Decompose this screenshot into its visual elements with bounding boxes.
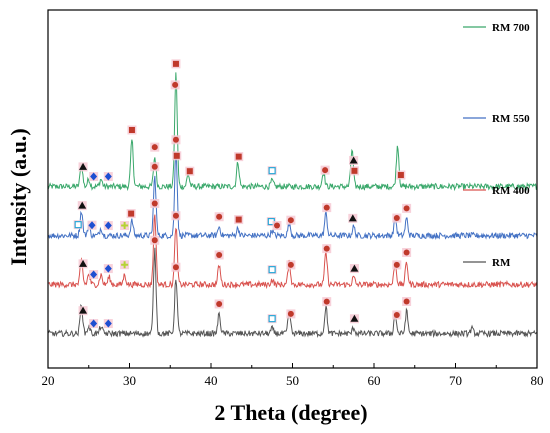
legend-item-rm-400: RM 400: [463, 185, 530, 197]
peak-marker-circle: [171, 135, 181, 145]
peak-marker-circle: [320, 165, 330, 175]
peak-marker-square: [349, 166, 359, 176]
legend-label: RM 700: [492, 22, 530, 34]
peak-marker-triangle: [348, 213, 358, 223]
peak-marker-circle: [214, 212, 224, 222]
x-tick-label: 60: [368, 373, 381, 388]
peak-marker-diamond: [87, 220, 97, 230]
peak-marker-square: [127, 125, 137, 135]
peak-marker-triangle: [78, 259, 88, 269]
peak-marker-circle: [392, 310, 402, 320]
peak-marker-circle: [170, 80, 180, 90]
peak-marker-square: [171, 59, 181, 69]
x-axis-title: 2 Theta (degree): [214, 400, 367, 425]
series-layer: [47, 72, 538, 339]
x-tick-label: 50: [286, 373, 299, 388]
peak-marker-diamond: [103, 221, 113, 231]
peak-marker-square: [126, 209, 136, 219]
peak-marker-diamond: [89, 270, 99, 280]
peak-marker-square: [185, 166, 195, 176]
legend: RM 700 RM 550 RM 400 RM: [463, 22, 530, 269]
peak-marker-diamond: [103, 264, 113, 274]
peak-marker-diamond: [89, 172, 99, 182]
peak-marker-open-square: [267, 265, 277, 275]
peak-marker-circle: [150, 162, 160, 172]
peak-marker-open-square: [267, 166, 277, 176]
peak-marker-square: [172, 151, 182, 161]
peak-marker-circle: [214, 299, 224, 309]
peak-marker-circle: [402, 203, 412, 213]
peak-marker-circle: [322, 203, 332, 213]
legend-label: RM 400: [492, 185, 530, 197]
peak-marker-circle: [392, 213, 402, 223]
peak-marker-circle: [402, 248, 412, 257]
peak-marker-open-square: [73, 220, 83, 230]
legend-label: RM: [492, 257, 511, 269]
legend-item-rm: RM: [463, 257, 511, 269]
legend-label: RM 550: [492, 113, 530, 125]
marker-layer: [73, 59, 412, 329]
y-axis-title: Intensity (a.u.): [6, 128, 31, 266]
peak-marker-circle: [286, 309, 296, 319]
peak-marker-circle: [402, 297, 412, 306]
series-line-rm-700: [47, 72, 538, 192]
peak-marker-triangle: [349, 155, 359, 165]
peak-marker-triangle: [78, 306, 88, 316]
peak-marker-cross: [120, 221, 130, 231]
peak-marker-open-square: [267, 314, 277, 324]
peak-marker-triangle: [78, 162, 88, 172]
x-tick-label: 30: [123, 373, 136, 388]
axes-layer: 20 30 40 50 60 70 80: [42, 9, 544, 388]
peak-marker-circle: [150, 142, 160, 152]
peak-marker-circle: [286, 215, 296, 225]
peak-marker-diamond: [103, 172, 113, 182]
peak-marker-circle: [150, 235, 160, 245]
series-line-rm-550: [47, 151, 538, 241]
series-line-rm: [47, 247, 538, 339]
legend-item-rm-550: RM 550: [463, 113, 530, 125]
peak-marker-circle: [150, 199, 160, 208]
peak-marker-circle: [286, 260, 296, 270]
peak-marker-diamond: [103, 319, 113, 329]
peak-marker-square: [396, 170, 406, 180]
peak-marker-circle: [322, 297, 332, 307]
x-tick-label: 70: [449, 373, 462, 388]
x-tick-label: 40: [205, 373, 218, 388]
peak-marker-triangle: [349, 314, 359, 324]
peak-marker-triangle: [77, 201, 87, 211]
peak-marker-cross: [120, 260, 130, 270]
peak-marker-circle: [272, 221, 282, 231]
peak-marker-square: [234, 215, 244, 225]
peak-marker-circle: [171, 211, 181, 221]
peak-marker-triangle: [349, 264, 359, 274]
peak-marker-circle: [392, 260, 402, 270]
x-tick-label: 20: [42, 373, 55, 388]
peak-marker-diamond: [89, 319, 99, 329]
series-line-rm-400: [47, 214, 538, 290]
legend-item-rm-700: RM 700: [463, 22, 530, 34]
peak-marker-circle: [171, 262, 181, 272]
peak-marker-circle: [214, 250, 224, 260]
peak-marker-square: [234, 152, 244, 162]
x-tick-label: 80: [531, 373, 544, 388]
peak-marker-circle: [322, 244, 332, 254]
